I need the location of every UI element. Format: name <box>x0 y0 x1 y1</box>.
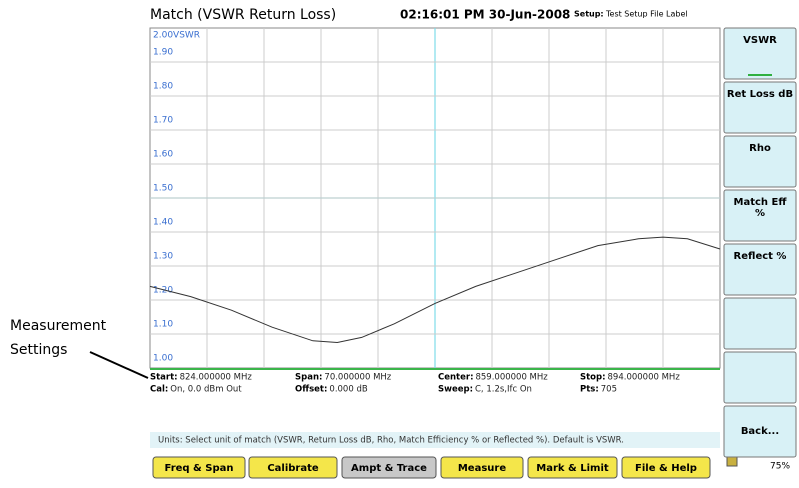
setting-value: On, 0.0 dBm Out <box>170 385 242 395</box>
battery-level: 75% <box>770 462 790 472</box>
menu-label: File & Help <box>635 463 697 474</box>
menu-button[interactable] <box>152 456 246 479</box>
softkey[interactable] <box>723 243 797 296</box>
menu-button[interactable] <box>248 456 338 479</box>
softkey[interactable] <box>723 135 797 188</box>
setting-label: Center: <box>438 373 473 383</box>
setting-value: 859.000000 MHz <box>475 373 548 383</box>
time: 02:16:01 PM 30-Jun-2008 <box>400 8 570 22</box>
softkey-label: Back... <box>741 426 779 437</box>
y-tick-label: 1.50 <box>153 184 173 194</box>
setting-value: 894.000000 MHz <box>608 373 681 383</box>
setting-value: 705 <box>601 385 617 395</box>
softkey-label: VSWR <box>743 35 777 46</box>
annotation-pointer <box>89 351 149 379</box>
title: Match (VSWR Return Loss) <box>150 7 336 23</box>
y-tick-label: 1.40 <box>153 218 173 228</box>
setting-label: Sweep: <box>438 385 473 395</box>
softkey[interactable] <box>723 27 797 80</box>
softkey[interactable] <box>723 81 797 134</box>
softkey-label: Ret Loss dB <box>727 89 793 100</box>
status-text: Units: Select unit of match (VSWR, Retur… <box>158 436 624 446</box>
y-tick-label: 1.20 <box>153 286 173 296</box>
menu-button[interactable] <box>621 456 711 479</box>
setting-label: Cal: <box>150 385 168 395</box>
y-tick-label: 1.60 <box>153 150 173 160</box>
annotation: Measurement <box>10 318 107 334</box>
y-tick-label: 1.90 <box>153 48 173 58</box>
menu-label: Mark & Limit <box>536 463 609 474</box>
setting-label: Span: <box>295 373 322 383</box>
annotation: Settings <box>10 342 67 358</box>
setting-label: Stop: <box>580 373 606 383</box>
y-tick-label: 1.10 <box>153 320 173 330</box>
y-tick-label: 1.00 <box>153 354 173 364</box>
softkey-label: Rho <box>749 143 771 154</box>
setup-value: Test Setup File Label <box>605 10 688 19</box>
menu-button[interactable] <box>440 456 524 479</box>
softkey-label: Reflect % <box>734 251 787 262</box>
menu-label: Ampt & Trace <box>351 463 427 474</box>
softkey[interactable] <box>723 405 797 458</box>
softkey[interactable] <box>723 351 797 404</box>
y-tick-label: 1.80 <box>153 82 173 92</box>
menu-button[interactable] <box>341 456 437 479</box>
softkey[interactable] <box>723 297 797 350</box>
y-tick-label: 1.70 <box>153 116 173 126</box>
setting-value: 0.000 dB <box>329 385 367 395</box>
softkey[interactable] <box>723 189 797 242</box>
setup-label: Setup: <box>574 10 604 19</box>
status-bar <box>150 432 720 448</box>
menu-label: Measure <box>458 463 506 474</box>
y-tick-label: 1.30 <box>153 252 173 262</box>
softkey-label: Match Eff% <box>734 197 788 219</box>
setting-value: 70.000000 MHz <box>324 373 391 383</box>
setting-label: Pts: <box>580 385 599 395</box>
setting-value: 824.000000 MHz <box>180 373 253 383</box>
trace <box>149 236 721 344</box>
y-tick-label: 2.00VSWR <box>153 31 200 41</box>
menu-label: Calibrate <box>267 463 319 474</box>
setting-label: Start: <box>150 373 178 383</box>
menu-label: Freq & Span <box>165 463 234 474</box>
setting-value: C, 1.2s,Ifc On <box>475 385 532 395</box>
setting-label: Offset: <box>295 385 327 395</box>
menu-button[interactable] <box>527 456 618 479</box>
